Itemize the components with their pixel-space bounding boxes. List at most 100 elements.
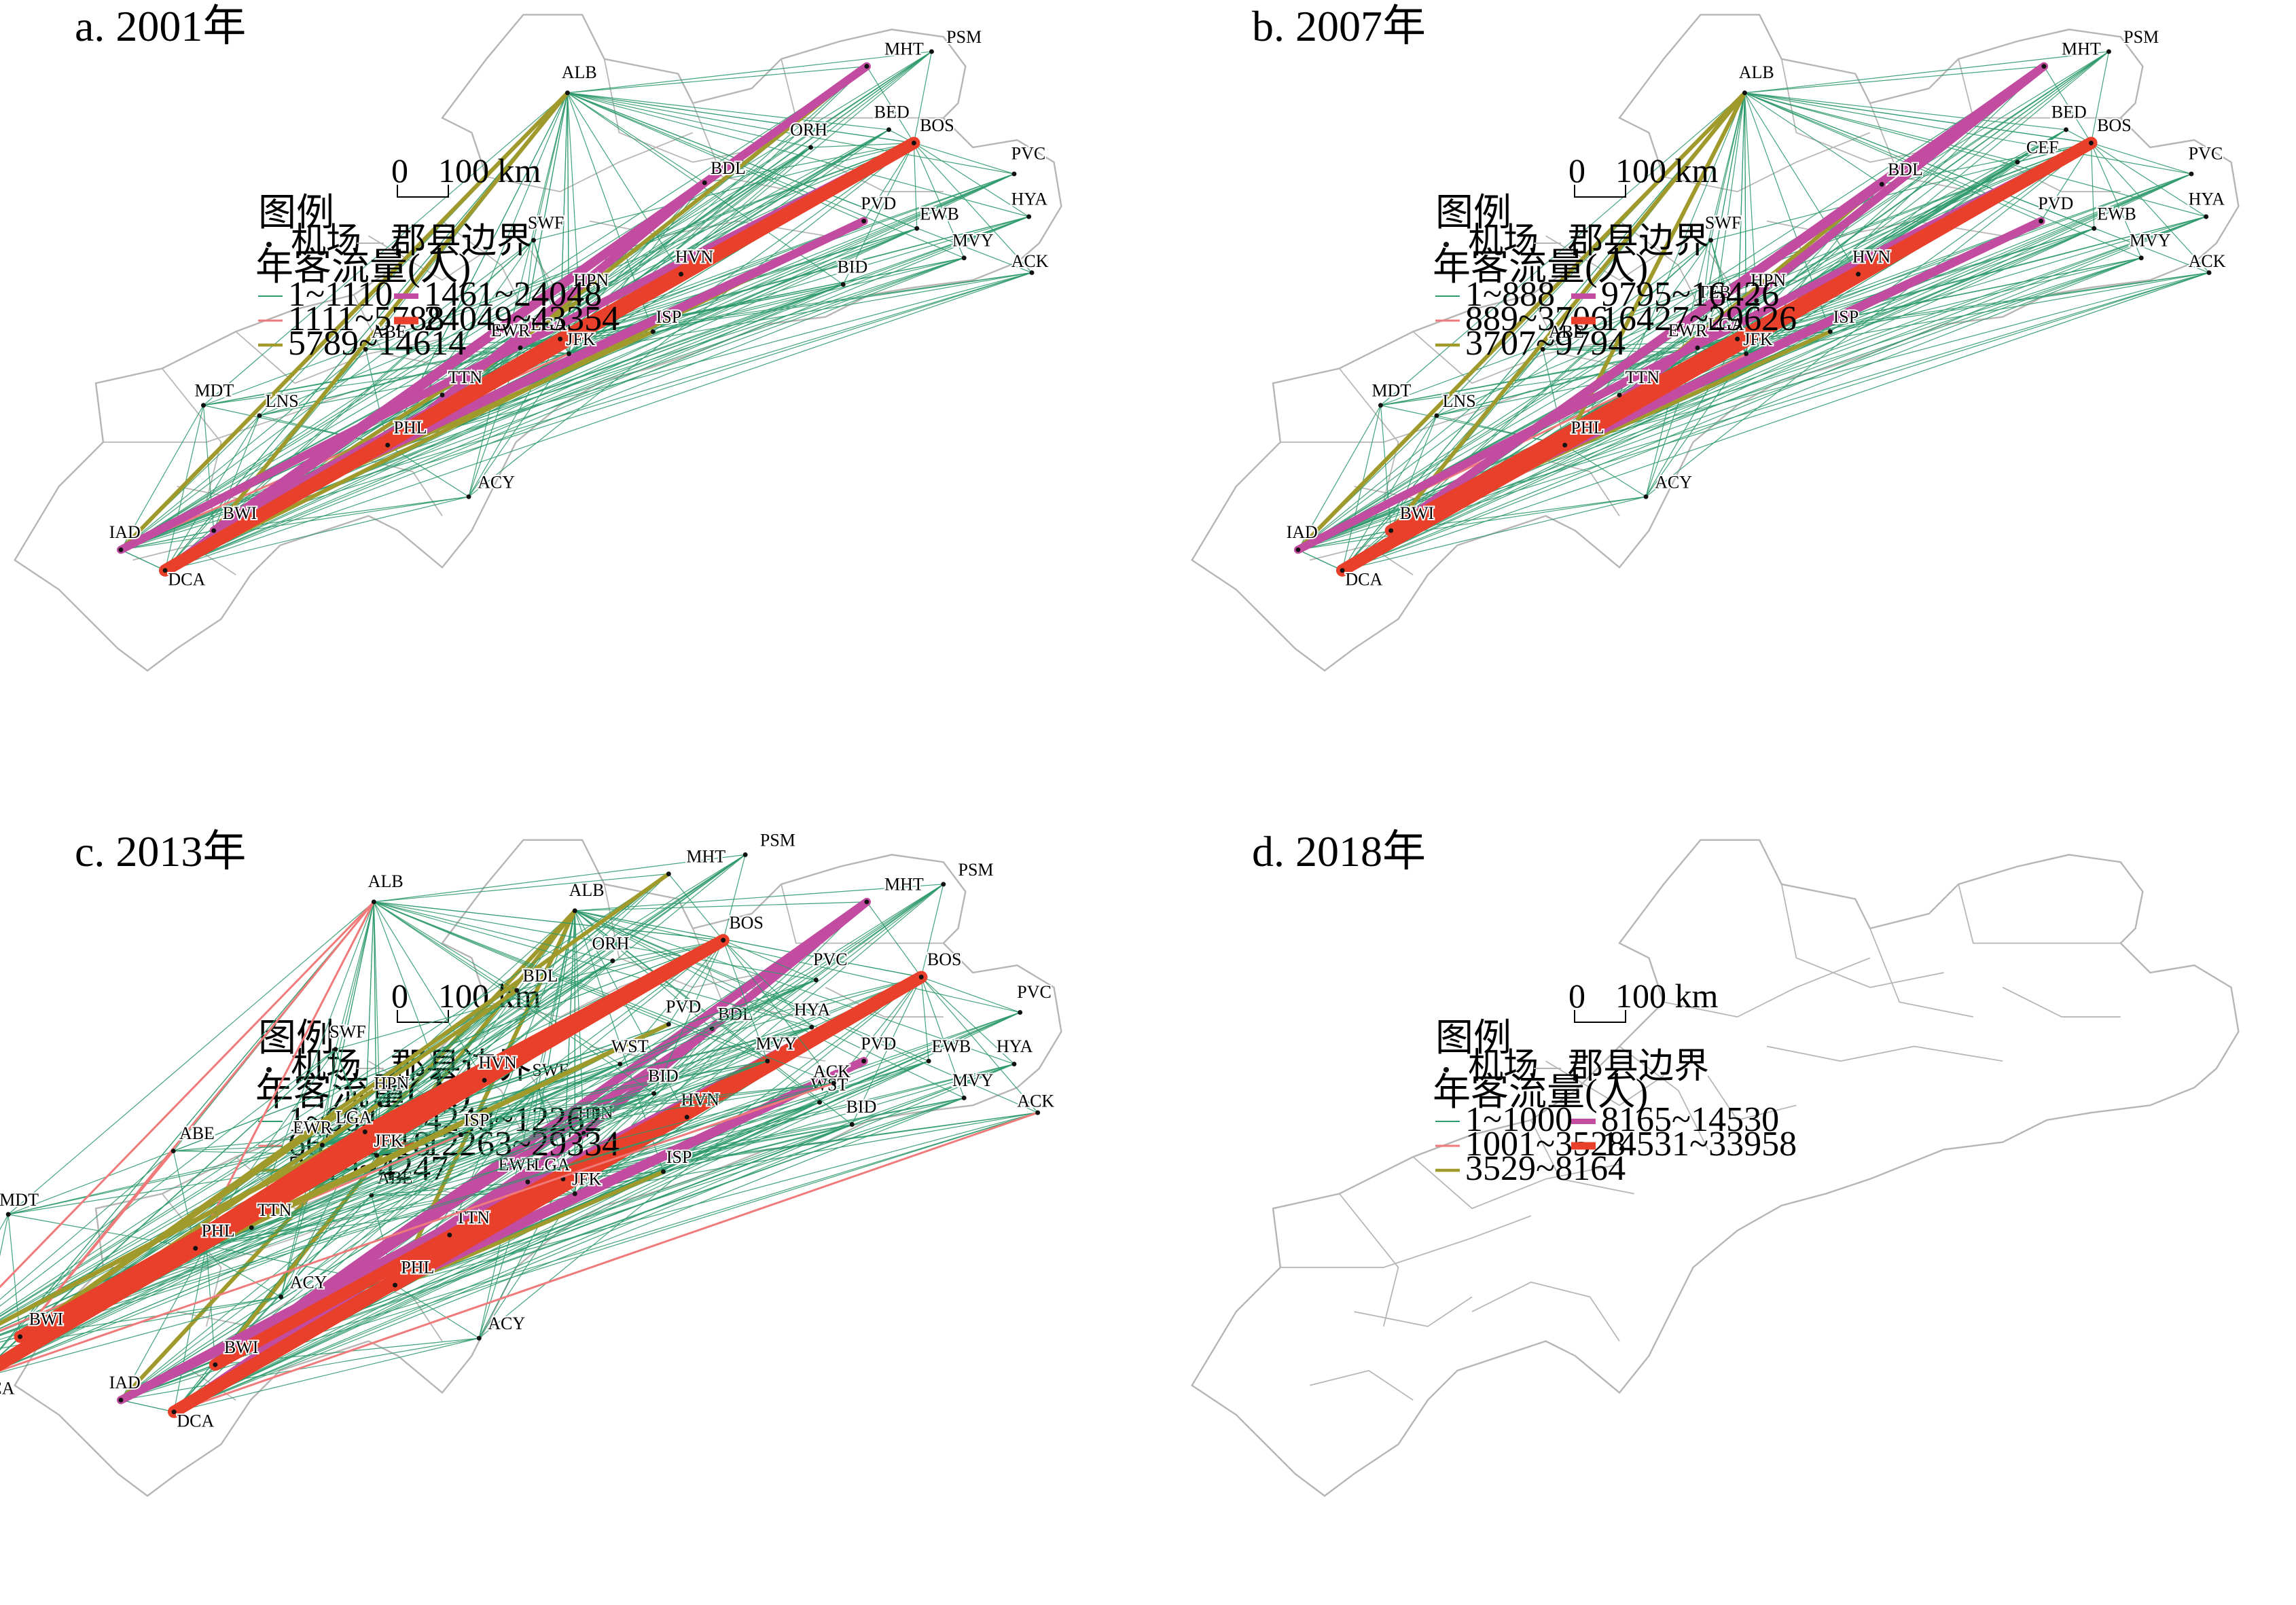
flow-line-class1	[1882, 142, 2092, 185]
airport-label-bos: BOS	[729, 913, 764, 933]
flow-line-class1	[8, 1214, 196, 1249]
airport-point-ewb	[926, 1058, 931, 1064]
airport-point-wst	[617, 1062, 623, 1067]
panel-title: a. 2001年	[75, 2, 246, 50]
flow-line-class1	[533, 142, 914, 241]
airport-label-swf: SWF	[329, 1022, 365, 1041]
legend-flow-label-class3: 3707~9794	[1465, 324, 1626, 363]
airport-label-mht: MHT	[884, 39, 924, 58]
flow-line-class1	[164, 284, 844, 571]
flow-line-class1	[195, 1093, 654, 1249]
flow-line-class1	[723, 939, 834, 1084]
flow-line-class1	[120, 496, 469, 550]
airport-point-teb	[1712, 304, 1718, 309]
county-boundary	[1310, 544, 1414, 576]
flow-line-class1	[863, 143, 914, 221]
legend-flow-label-class5: 24049~43354	[424, 300, 620, 338]
flow-line-class1	[395, 1123, 853, 1286]
flow-line-class1	[575, 910, 965, 1098]
airport-point-jfk	[567, 351, 572, 357]
legend-airport-label: 机场	[291, 222, 361, 261]
flow-line-class2	[0, 901, 375, 1288]
airport-label-bid: BID	[648, 1066, 679, 1086]
flow-line-class1	[1744, 92, 2066, 130]
airport-point-cef	[2015, 160, 2020, 165]
airport-label-pvd: PVD	[861, 194, 896, 213]
flow-line-class1	[195, 1060, 768, 1249]
airport-label-pvd: PVD	[2038, 194, 2073, 213]
flow-line-class1	[376, 1063, 620, 1156]
county-boundary	[1707, 1075, 1797, 1121]
airport-point-swf	[1708, 238, 1714, 243]
flow-line-class1	[374, 901, 768, 1062]
flow-line-class1	[321, 1049, 336, 1145]
flow-line-class1	[723, 939, 817, 981]
panel-title: c. 2013年	[75, 827, 246, 876]
airport-point-iad	[118, 1397, 124, 1403]
airport-point-ack	[1029, 270, 1035, 275]
airport-label-hvn: HVN	[675, 247, 714, 266]
legend-airport-symbol	[266, 1067, 272, 1072]
flow-line-class1	[1697, 51, 2109, 348]
flow-line-class1	[1744, 92, 1882, 185]
flow-line-class1	[374, 854, 746, 903]
scale-distance: 100 km	[438, 151, 541, 190]
airport-point-ack	[2206, 270, 2212, 275]
scale-bar-line	[1574, 185, 1626, 198]
flow-line-class1	[173, 1063, 1015, 1413]
airport-point-psm	[742, 852, 748, 857]
flow-line-class1	[920, 977, 929, 1062]
airport-label-isp: ISP	[1833, 307, 1859, 327]
map-area	[14, 14, 1062, 672]
legend-title: 图例	[258, 192, 334, 234]
airport-label-hvn: HVN	[478, 1053, 517, 1072]
flow-line-class1	[1342, 228, 2094, 571]
flow-line-class1	[364, 854, 746, 1132]
county-boundary-outline	[14, 839, 1062, 1497]
airport-label-pvd: PVD	[861, 1034, 896, 1053]
airport-label-ttn: TTN	[257, 1200, 292, 1220]
airport-point-alb	[1742, 90, 1747, 96]
legend-flow-label-class4: 1461~24048	[424, 275, 602, 314]
airport-point-pvd	[861, 1058, 867, 1064]
airport-point-psm	[929, 49, 934, 54]
airport-point-hvn	[679, 272, 684, 277]
flow-line-class1	[395, 1097, 965, 1286]
airport-point-alb	[572, 908, 577, 914]
airport-label-jfk: JFK	[1743, 329, 1773, 349]
flow-line-class1	[0, 1296, 281, 1373]
flow-line-class1	[913, 143, 1033, 273]
flow-line-class1	[560, 257, 965, 340]
airport-label-bos: BOS	[2097, 115, 2132, 135]
airport-label-phl: PHL	[1571, 418, 1604, 437]
flow-line-class1	[2041, 143, 2092, 221]
flow-line-class1	[364, 873, 669, 1132]
flow-line-class1	[567, 92, 914, 144]
flow-line-class5	[359, 934, 730, 1138]
legend-airport-label: 机场	[1468, 222, 1539, 261]
airport-point-psm	[941, 882, 946, 887]
flow-line-class1	[322, 854, 746, 1146]
flow-line-class1	[1744, 92, 2092, 144]
flow-line-class1	[173, 1012, 1020, 1413]
flow-line-class1	[1391, 216, 2206, 531]
flow-line-class1	[866, 901, 922, 977]
flow-line-class1	[1342, 496, 1647, 571]
flow-line-class4	[1560, 217, 2045, 450]
airport-point-psm	[2106, 49, 2111, 54]
airport-point-pvd	[861, 219, 867, 223]
airport-label-jfk: JFK	[374, 1131, 403, 1151]
airport-label-ack: ACK	[1017, 1091, 1054, 1111]
scale-zero: 0	[391, 977, 408, 1015]
flow-line-class1	[164, 496, 469, 571]
county-boundary	[1354, 1296, 1473, 1327]
flow-line-class1	[0, 1336, 20, 1356]
flow-line-class1	[913, 51, 933, 143]
airport-point-ttn	[249, 1225, 254, 1230]
flow-line-class4	[383, 217, 868, 450]
airport-label-mvy: MVY	[952, 1070, 994, 1090]
flow-line-class5	[0, 1125, 372, 1371]
airport-point-acy	[279, 1294, 284, 1299]
airport-point-jfk	[572, 1191, 577, 1196]
